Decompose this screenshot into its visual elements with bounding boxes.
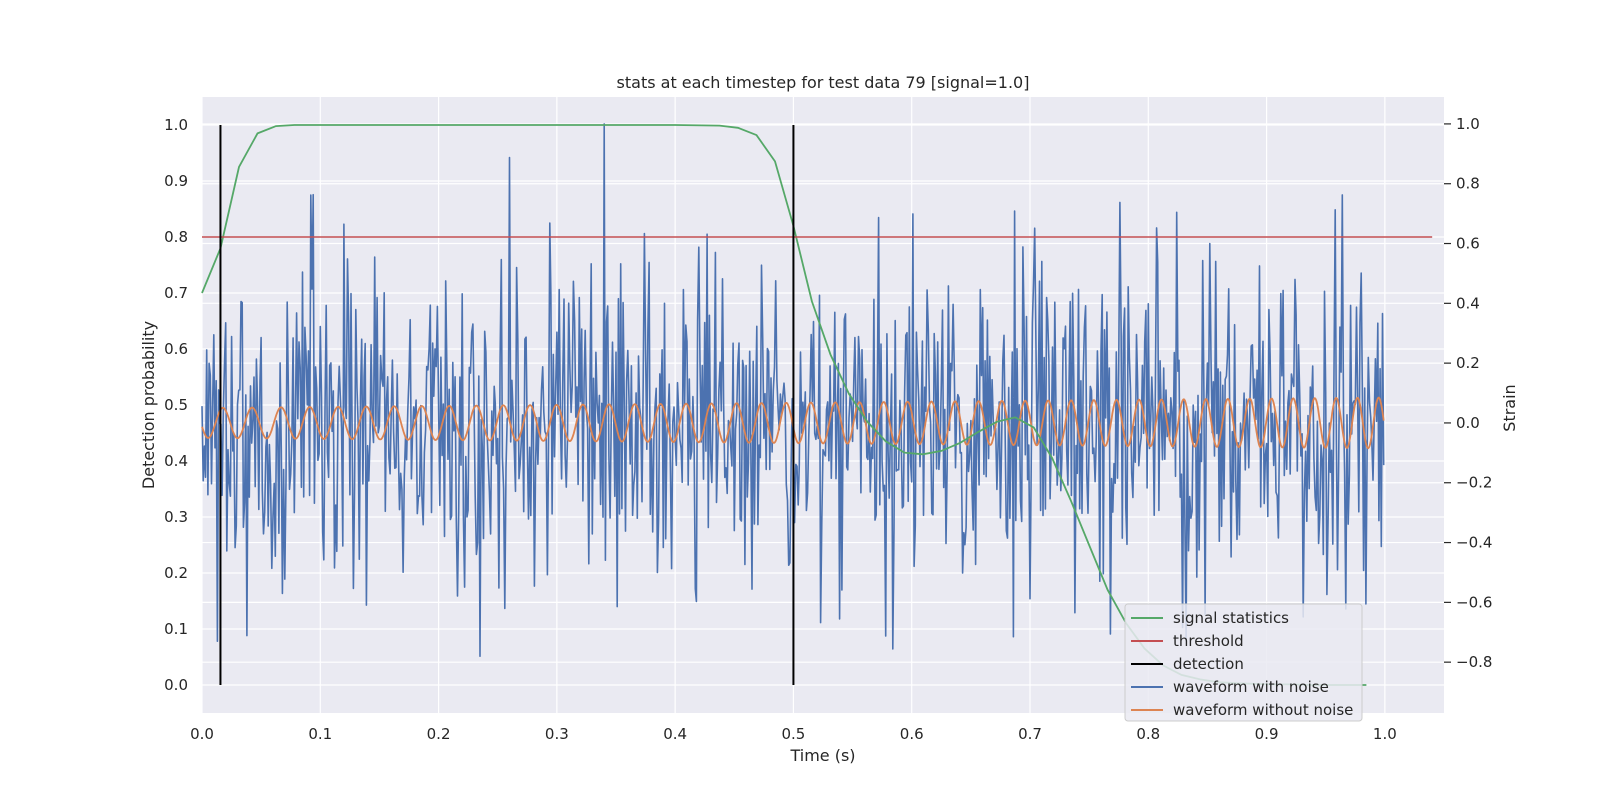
y-tick-label-left: 0.8 bbox=[164, 228, 188, 246]
y-tick-label-left: 0.1 bbox=[164, 620, 188, 638]
y-tick-label-left: 0.0 bbox=[164, 676, 188, 694]
legend-label: waveform without noise bbox=[1173, 701, 1353, 719]
y-tick-label-right: 0.2 bbox=[1456, 354, 1480, 372]
y-tick-label-right: 0.4 bbox=[1456, 294, 1480, 312]
y-axis-label-right: Strain bbox=[1500, 384, 1519, 431]
y-tick-label-left: 0.7 bbox=[164, 284, 188, 302]
y-tick-label-left: 0.6 bbox=[164, 340, 188, 358]
x-tick-label: 0.6 bbox=[900, 725, 924, 743]
x-tick-label: 0.9 bbox=[1255, 725, 1279, 743]
legend-label: threshold bbox=[1173, 632, 1244, 650]
y-tick-label-right: 0.6 bbox=[1456, 235, 1480, 253]
legend-label: signal statistics bbox=[1173, 609, 1289, 627]
y-tick-label-right: −0.8 bbox=[1456, 653, 1492, 671]
x-tick-label: 0.8 bbox=[1136, 725, 1160, 743]
y-tick-label-left: 0.4 bbox=[164, 452, 188, 470]
y-tick-label-right: 0.8 bbox=[1456, 175, 1480, 193]
x-axis-label: Time (s) bbox=[789, 746, 855, 765]
x-tick-label: 1.0 bbox=[1373, 725, 1397, 743]
x-tick-label: 0.0 bbox=[190, 725, 214, 743]
y-tick-label-left: 0.9 bbox=[164, 172, 188, 190]
chart-title: stats at each timestep for test data 79 … bbox=[617, 73, 1030, 92]
y-tick-label-left: 0.2 bbox=[164, 564, 188, 582]
legend-label: waveform with noise bbox=[1173, 678, 1329, 696]
y-tick-label-left: 0.3 bbox=[164, 508, 188, 526]
axes: 0.0 0.1 0.2 0.3 0.4 0.5 0.6 0.7 0.8 0.9 1.0 0.0 0.1 0… bbox=[164, 115, 1492, 743]
x-tick-label: 0.1 bbox=[308, 725, 332, 743]
y-tick-label-right: 1.0 bbox=[1456, 115, 1480, 133]
legend-box bbox=[1124, 603, 1363, 722]
y-tick-label-right: 0.0 bbox=[1456, 414, 1480, 432]
legend: signal statistics threshold detection wavef… bbox=[1124, 603, 1363, 722]
x-tick-label: 0.3 bbox=[545, 725, 569, 743]
y-axis-label-left: Detection probability bbox=[139, 321, 158, 489]
y-tick-label-right: −0.2 bbox=[1456, 474, 1492, 492]
y-tick-label-left: 0.5 bbox=[164, 396, 188, 414]
y-tick-label-right: −0.6 bbox=[1456, 593, 1492, 611]
x-tick-label: 0.2 bbox=[427, 725, 451, 743]
x-tick-label: 0.7 bbox=[1018, 725, 1042, 743]
x-tick-label: 0.5 bbox=[781, 725, 805, 743]
y-tick-label-left: 1.0 bbox=[164, 116, 188, 134]
x-tick-label: 0.4 bbox=[663, 725, 687, 743]
legend-label: detection bbox=[1173, 655, 1244, 673]
y-tick-label-right: −0.4 bbox=[1456, 534, 1492, 552]
